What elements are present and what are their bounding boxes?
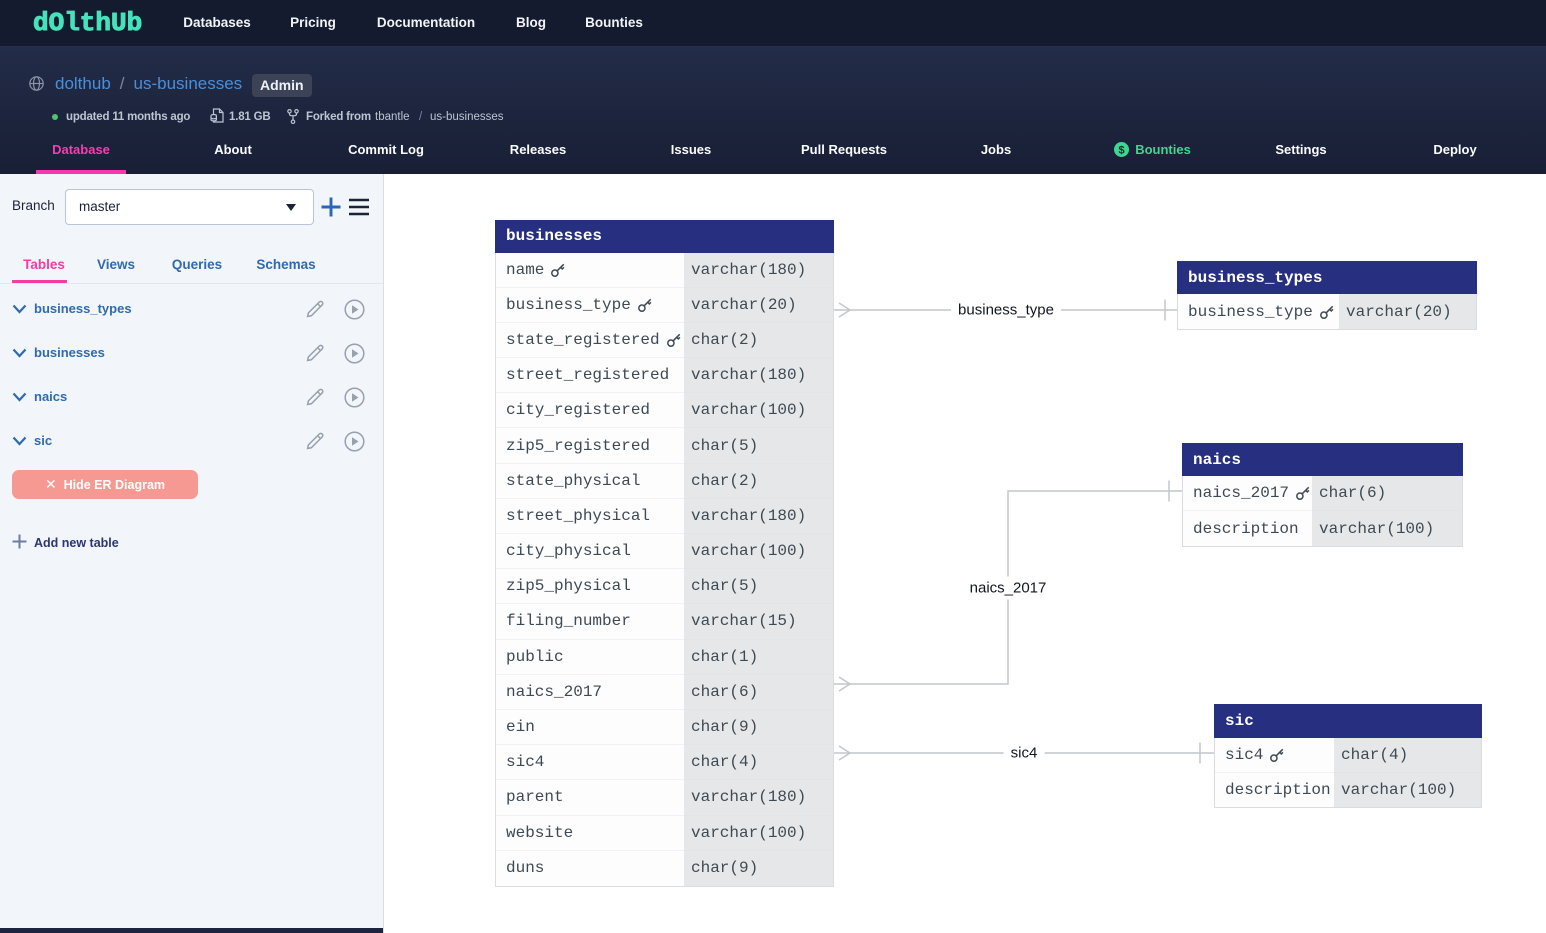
- svg-text:$: $: [1118, 144, 1124, 156]
